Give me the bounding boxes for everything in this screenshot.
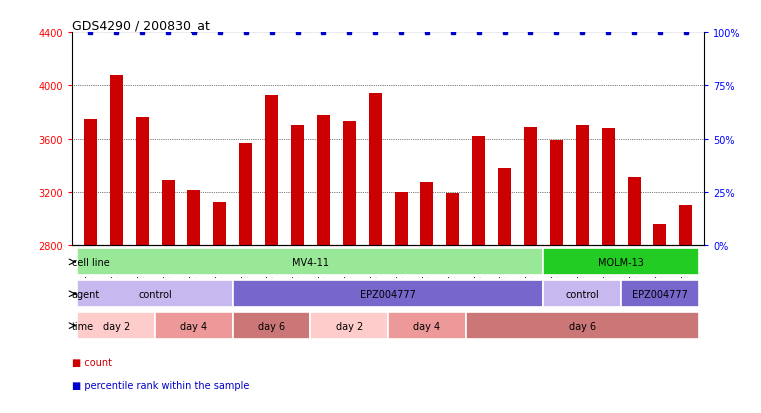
Text: day 2: day 2	[103, 321, 130, 331]
Bar	[239, 143, 252, 245]
Text: MOLM-13: MOLM-13	[598, 257, 644, 267]
Text: time: time	[72, 321, 94, 331]
Bar	[576, 126, 589, 245]
Text: control: control	[139, 289, 172, 299]
Bar	[310, 313, 388, 339]
Bar	[84, 119, 97, 245]
Bar	[78, 281, 233, 307]
Text: cell line: cell line	[72, 257, 110, 267]
Bar	[78, 249, 543, 275]
Bar	[135, 118, 148, 245]
Text: ■ count: ■ count	[72, 357, 113, 367]
Text: day 2: day 2	[336, 321, 363, 331]
Text: day 6: day 6	[568, 321, 596, 331]
Bar	[395, 192, 408, 245]
Text: GDS4290 / 200830_at: GDS4290 / 200830_at	[72, 19, 210, 32]
Bar	[543, 281, 621, 307]
Text: EPZ004777: EPZ004777	[632, 289, 688, 299]
Bar	[161, 180, 174, 245]
Text: agent: agent	[72, 289, 100, 299]
Bar	[233, 313, 310, 339]
Bar	[628, 178, 641, 245]
Bar	[291, 126, 304, 245]
Bar	[466, 313, 699, 339]
Bar	[317, 115, 330, 245]
Bar	[602, 128, 615, 245]
Bar	[368, 94, 381, 245]
Bar	[155, 313, 233, 339]
Bar	[621, 281, 699, 307]
Text: control: control	[565, 289, 599, 299]
Bar	[187, 191, 200, 245]
Text: day 4: day 4	[180, 321, 208, 331]
Bar	[388, 313, 466, 339]
Bar	[654, 224, 667, 245]
Text: ■ percentile rank within the sample: ■ percentile rank within the sample	[72, 380, 250, 390]
Bar	[110, 76, 123, 245]
Bar	[680, 206, 693, 245]
Bar	[342, 122, 355, 245]
Bar	[473, 137, 486, 245]
Bar	[213, 203, 226, 245]
Text: day 4: day 4	[413, 321, 441, 331]
Bar	[543, 249, 699, 275]
Bar	[550, 140, 563, 245]
Bar	[524, 127, 537, 245]
Bar	[447, 194, 460, 245]
Text: MV4-11: MV4-11	[292, 257, 329, 267]
Bar	[265, 95, 278, 245]
Text: day 6: day 6	[258, 321, 285, 331]
Bar	[233, 281, 543, 307]
Text: EPZ004777: EPZ004777	[360, 289, 416, 299]
Bar	[498, 169, 511, 245]
Bar	[421, 183, 434, 245]
Bar	[78, 313, 155, 339]
